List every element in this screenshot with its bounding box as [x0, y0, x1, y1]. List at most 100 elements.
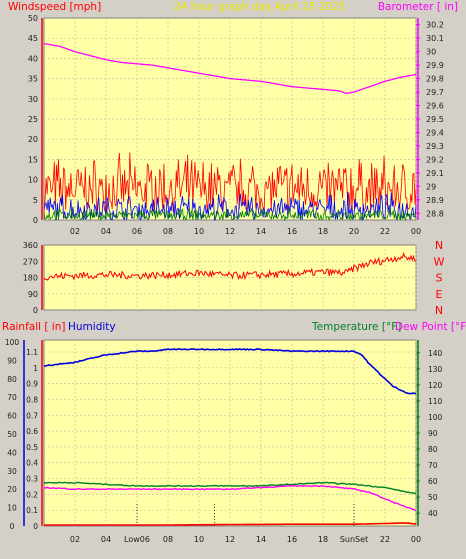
- rainfall-tick-label: 0.2: [26, 490, 38, 499]
- humidity-tick-label: 20: [7, 485, 17, 494]
- barometer-tick-label: 29.2: [426, 155, 444, 164]
- rainfall-tick-label: 0.5: [26, 443, 38, 452]
- direction-tick-label: 0: [33, 306, 38, 315]
- windspeed-tick-label: 25: [28, 115, 38, 124]
- temperature-tick-label: 110: [428, 397, 443, 406]
- humidity-tick-label: 50: [7, 430, 17, 439]
- barometer-tick-label: 29.8: [426, 75, 444, 84]
- compass-label: S: [436, 272, 443, 285]
- humidity-tick-label: 10: [7, 504, 17, 513]
- humidity-tick-label: 80: [7, 375, 17, 384]
- windspeed-tick-label: 5: [33, 196, 38, 205]
- humidity-x-tick-label: 02: [70, 535, 80, 544]
- windspeed-tick-label: 35: [28, 75, 38, 84]
- dewpoint-axis-title: Dew Point [°F]: [395, 321, 466, 333]
- windspeed-axis-title: Windspeed [mph]: [8, 1, 101, 13]
- temperature-series: [43, 481, 417, 495]
- wind-x-tick-label: 22: [380, 227, 390, 236]
- temperature-tick-label: 40: [428, 509, 438, 518]
- humidity-x-tick-label: 04: [101, 535, 111, 544]
- wind-x-tick-label: 02: [70, 227, 80, 236]
- humidity-x-tick-label: 00: [411, 535, 421, 544]
- barometer-tick-label: 29.5: [426, 115, 444, 124]
- barometer-tick-label: 29.3: [426, 142, 444, 151]
- direction-tick-label: 270: [23, 257, 38, 266]
- wind-x-tick-label: 20: [349, 227, 359, 236]
- wind-x-tick-label: 04: [101, 227, 111, 236]
- humidity-x-tick-label: 10: [194, 535, 204, 544]
- direction-tick-label: 360: [23, 241, 38, 250]
- compass-label: E: [436, 288, 443, 301]
- wind-x-tick-label: 14: [256, 227, 266, 236]
- humidity-temperature-chart: 010203040506070809010000.10.20.30.40.50.…: [5, 338, 443, 544]
- humidity-tick-label: 30: [7, 467, 17, 476]
- wind-gust-series: [43, 191, 417, 222]
- barometer-tick-label: 29.7: [426, 88, 444, 97]
- wind-x-tick-label: 12: [225, 227, 235, 236]
- dew-point-series: [43, 484, 417, 511]
- wind-speed-series: [43, 152, 417, 214]
- wind-x-tick-label: 10: [194, 227, 204, 236]
- rainfall-tick-label: 0: [33, 522, 38, 531]
- chart-title: 24 hour graph day April 25 2025: [174, 1, 346, 13]
- barometer-tick-label: 29.4: [426, 128, 444, 137]
- wind-x-tick-label: 08: [163, 227, 173, 236]
- rainfall-tick-label: 0.7: [26, 411, 38, 420]
- temperature-tick-label: 90: [428, 429, 438, 438]
- humidity-x-tick-label: SunSet: [340, 535, 368, 544]
- compass-label: N: [435, 239, 443, 252]
- barometer-series: [43, 42, 417, 95]
- rainfall-tick-label: 0.4: [26, 459, 38, 468]
- temperature-tick-label: 100: [428, 413, 443, 422]
- humidity-x-tick-label: 18: [318, 535, 328, 544]
- temperature-tick-label: 50: [428, 493, 438, 502]
- humidity-tick-label: 60: [7, 412, 17, 421]
- windspeed-tick-label: 45: [28, 34, 38, 43]
- windspeed-tick-label: 30: [28, 95, 38, 104]
- humidity-x-tick-label: 12: [225, 535, 235, 544]
- humidity-x-tick-label: 08: [163, 535, 173, 544]
- humidity-series: [43, 348, 417, 395]
- barometer-tick-label: 30: [426, 48, 436, 57]
- temperature-axis-title: Temperature [°F]: [311, 321, 401, 333]
- direction-tick-label: 90: [28, 290, 38, 299]
- barometer-tick-label: 29.9: [426, 61, 444, 70]
- humidity-x-tick-label: Low06: [124, 535, 150, 544]
- rainfall-tick-label: 0.6: [26, 427, 38, 436]
- direction-tick-label: 180: [23, 274, 38, 283]
- barometer-tick-label: 30.1: [426, 34, 444, 43]
- windspeed-tick-label: 20: [28, 135, 38, 144]
- wind-direction-series: [43, 251, 417, 281]
- rainfall-tick-label: 0.3: [26, 475, 38, 484]
- temperature-tick-label: 60: [428, 477, 438, 486]
- rainfall-tick-label: 0.8: [26, 395, 38, 404]
- temperature-tick-label: 80: [428, 445, 438, 454]
- wind-average-series: [43, 207, 417, 222]
- rainfall-tick-label: 1.1: [26, 348, 38, 357]
- windspeed-tick-label: 0: [33, 216, 38, 225]
- barometer-tick-label: 29: [426, 182, 436, 191]
- humidity-tick-label: 90: [7, 356, 17, 365]
- rainfall-tick-label: 0.9: [26, 380, 38, 389]
- wind-x-tick-label: 06: [132, 227, 142, 236]
- compass-label: N: [435, 304, 443, 317]
- humidity-tick-label: 70: [7, 393, 17, 402]
- humidity-axis-title: Humidity: [68, 321, 116, 333]
- wind-x-tick-label: 18: [318, 227, 328, 236]
- windspeed-tick-label: 40: [28, 54, 38, 63]
- temperature-tick-label: 120: [428, 381, 443, 390]
- barometer-tick-label: 30.2: [426, 21, 444, 30]
- barometer-tick-label: 28.9: [426, 196, 444, 205]
- rainfall-axis-title: Rainfall [ in]: [2, 321, 65, 333]
- rainfall-series: [44, 522, 417, 526]
- wind-barometer-chart: 0 5 10 15 20 25 30 35 40 45 50 28.8 28.9 29 29.1 29.2 29…: [28, 14, 444, 236]
- barometer-tick-label: 29.1: [426, 169, 444, 178]
- humidity-x-tick-label: 16: [287, 535, 297, 544]
- barometer-tick-label: 28.8: [426, 209, 444, 218]
- humidity-tick-label: 0: [10, 522, 15, 531]
- windspeed-tick-label: 10: [28, 176, 38, 185]
- temperature-tick-label: 130: [428, 365, 443, 374]
